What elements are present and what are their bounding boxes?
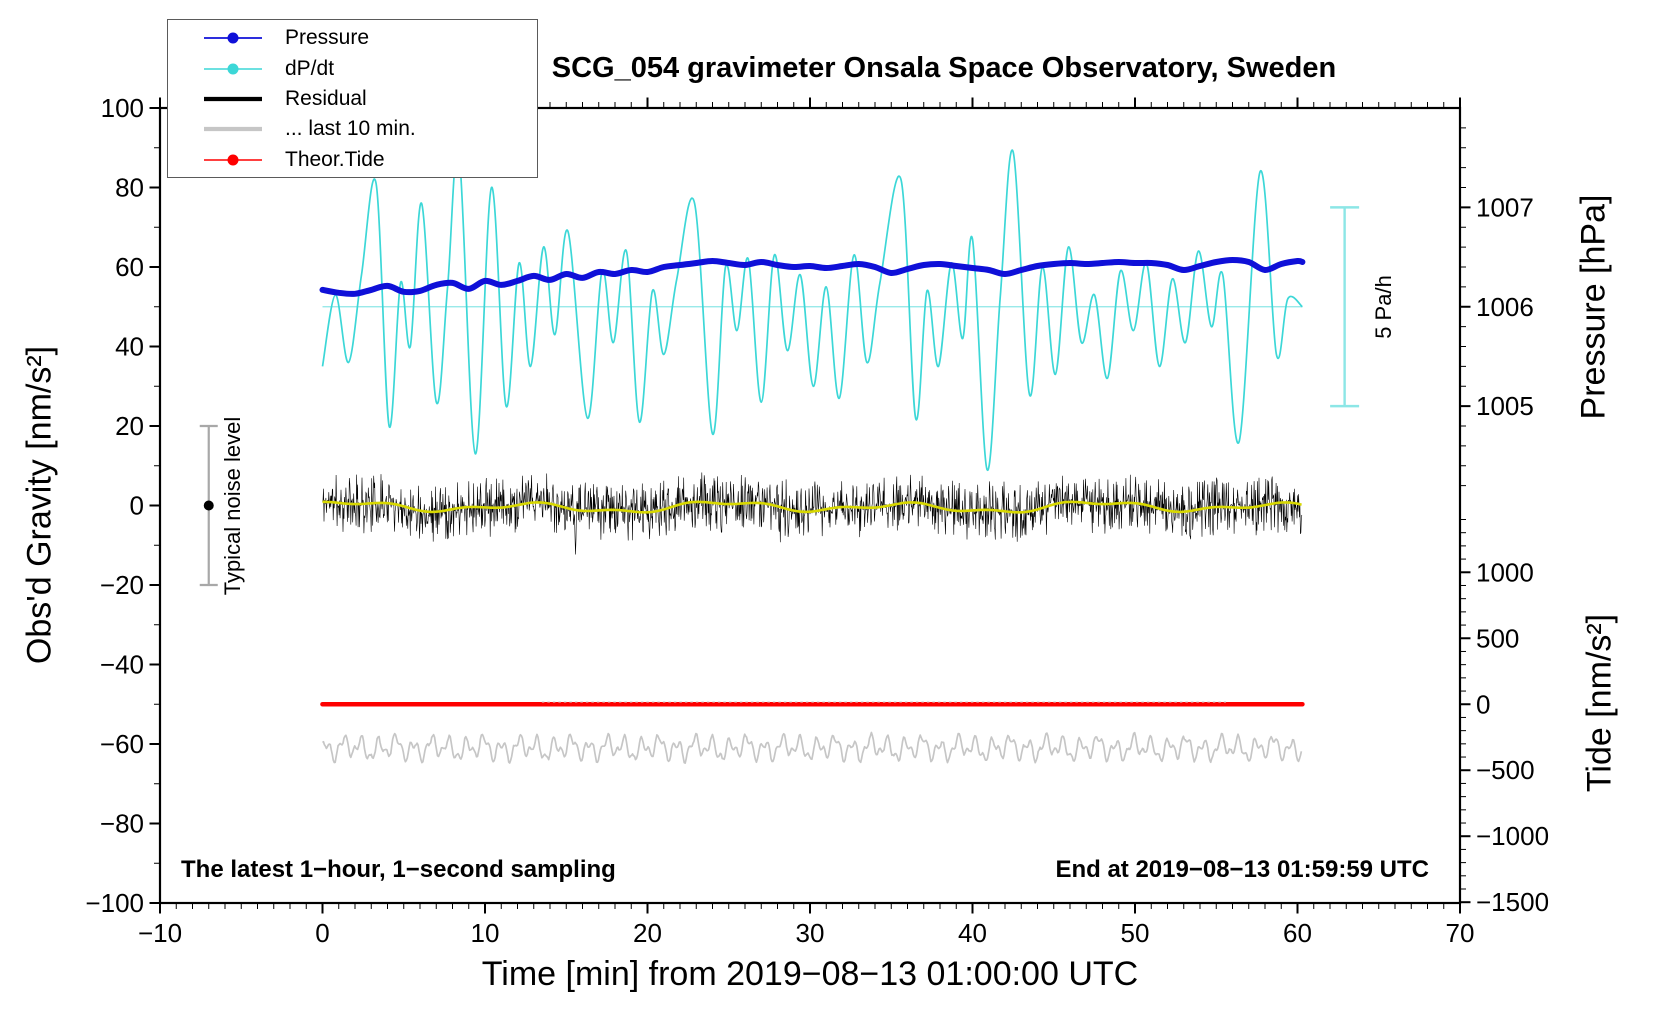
x-tick-label: 50 [1121,918,1150,948]
legend-dot-icon [227,32,239,44]
series-dpdt [321,147,1303,471]
legend-rows: Pressure dP/dt Residual ... last 10 min. The… [168,23,537,175]
legend-item-label: Pressure [285,26,370,50]
y-left-tick-label: 100 [101,93,144,123]
x-tick-label: 10 [471,918,500,948]
axis-tick-labels: −10 0 10 20 30 40 50 60 70100806040200−20−40−60−… [85,93,1549,948]
y-left-tick-label: −80 [100,809,144,839]
legend-item-label: dP/dt [285,56,335,80]
plot-title: SCG_054 gravimeter Onsala Space Observat… [551,52,1337,84]
series-layer [319,147,1306,764]
pressure-tick-label: 1005 [1476,391,1534,421]
pressure-tick-label: 1006 [1476,292,1534,322]
series-residual [322,472,1303,555]
x-axis-title: Time [min] from 2019−08−13 01:00:00 UTC [481,955,1139,993]
series-residual-smooth [322,500,1302,514]
pressure-axis-title: Pressure [hPa] [1574,194,1613,420]
y-left-tick-label: 60 [115,252,144,282]
legend-swatch-residual [204,96,262,102]
x-tick-label: 40 [958,918,987,948]
tide-tick-label: 500 [1476,623,1519,653]
x-tick-label: 70 [1446,918,1475,948]
legend-item-label: Theor.Tide [285,147,385,171]
y-left-tick-label: 80 [115,173,144,203]
pressure-tick-label: 1007 [1476,192,1534,222]
y-left-tick-label: −100 [85,888,144,918]
x-tick-label: 20 [633,918,662,948]
legend-dot-icon [227,63,239,75]
legend-item: Residual [168,84,537,114]
legend-swatch--last-10-min- [204,127,262,132]
end-time-annotation: End at 2019−08−13 01:59:59 UTC [1055,856,1429,883]
sampling-annotation: The latest 1−hour, 1−second sampling [181,856,616,883]
dpdt-scale-bar [1330,206,1360,408]
tide-tick-label: 0 [1476,689,1490,719]
series-last-10-min [322,731,1303,764]
tide-tick-label: −1500 [1476,887,1549,917]
y-axis-title-left: Obs'd Gravity [nm/s²] [20,345,59,665]
legend-item: dP/dt [168,53,537,83]
y-left-tick-label: −60 [100,729,144,759]
legend-item: Pressure [168,23,537,53]
tide-axis-title: Tide [nm/s²] [1580,613,1619,793]
tide-tick-label: −500 [1476,755,1535,785]
y-left-tick-label: 0 [130,491,144,521]
legend-swatch-theor-tide [204,154,262,166]
y-left-tick-label: −20 [100,570,144,600]
tide-tick-label: 1000 [1476,557,1534,587]
tide-tick-label: −1000 [1476,821,1549,851]
legend-dot-icon [227,154,239,166]
legend-swatch-pressure [204,32,262,44]
y-left-tick-label: 40 [115,332,144,362]
legend-item-label: Residual [285,86,367,110]
legend-swatch-dp-dt [204,63,262,75]
series-pressure [319,257,1306,297]
legend-item: ... last 10 min. [168,114,537,144]
y-left-tick-label: −40 [100,650,144,680]
typical-noise-dot [203,500,214,511]
legend-item-label: ... last 10 min. [285,117,416,141]
scale-bar-label: 5 Pa/h [1371,275,1396,339]
y-left-tick-label: 20 [115,411,144,441]
x-tick-label: −10 [138,918,182,948]
x-tick-label: 30 [796,918,825,948]
legend: Pressure dP/dt Residual ... last 10 min. The… [167,19,538,178]
noise-bar-label: Typical noise level [220,416,245,596]
x-tick-label: 0 [315,918,329,948]
x-tick-label: 60 [1283,918,1312,948]
legend-item: Theor.Tide [168,145,537,175]
